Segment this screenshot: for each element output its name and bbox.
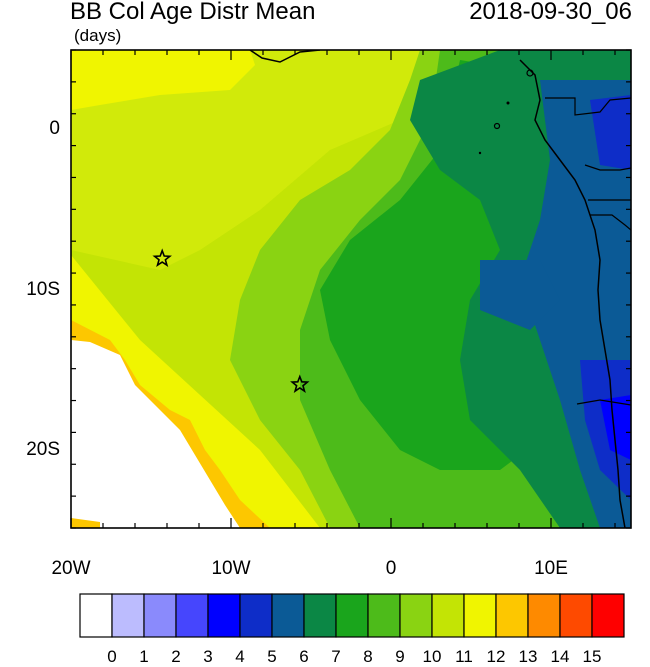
colorbar-label: 8 <box>363 647 373 666</box>
colorbar-swatch <box>111 593 145 638</box>
station-markers <box>152 248 310 393</box>
colorbar-swatch <box>239 593 273 638</box>
map-title: BB Col Age Distr Mean <box>70 0 316 25</box>
colorbar-label: 4 <box>235 647 245 666</box>
colorbar <box>79 593 625 638</box>
colorbar-swatch <box>303 593 337 638</box>
colorbar-label: 0 <box>107 647 117 666</box>
colorbar-label: 11 <box>455 647 473 666</box>
y-tick-label: 20S <box>26 439 60 460</box>
colorbar-label: 7 <box>331 647 341 666</box>
age-field <box>71 50 631 528</box>
colorbar-label: 12 <box>486 647 506 666</box>
colorbar-swatch <box>367 593 401 638</box>
y-tick-label: 10S <box>26 279 60 300</box>
map-date: 2018-09-30_06 <box>469 0 632 25</box>
units-label: (days) <box>74 26 122 45</box>
colorbar-label: 5 <box>267 647 277 666</box>
colorbar-swatch <box>79 593 113 638</box>
colorbar-label: 10 <box>422 647 442 666</box>
colorbar-swatch <box>175 593 209 638</box>
colorbar-label: 9 <box>395 647 405 666</box>
y-tick-label: 0 <box>49 118 60 139</box>
colorbar-label: 14 <box>550 647 570 666</box>
axis-ticks <box>70 49 631 529</box>
x-tick-label: 10W <box>211 558 251 579</box>
colorbar-label: 13 <box>518 647 538 666</box>
map-frame <box>70 49 632 529</box>
colorbar-swatch <box>207 593 241 638</box>
colorbar-label: 15 <box>582 647 602 666</box>
colorbar-swatch <box>271 593 305 638</box>
x-tick-label: 0 <box>385 558 397 579</box>
colorbar-swatch <box>495 593 529 638</box>
x-tick-label: 20W <box>51 558 91 579</box>
colorbar-label: 1 <box>139 647 149 666</box>
star-marker <box>152 248 172 268</box>
colorbar-label: 3 <box>203 647 213 666</box>
colorbar-swatch <box>143 593 177 638</box>
colorbar-label: 2 <box>171 647 181 666</box>
colorbar-swatch <box>463 593 497 638</box>
colorbar-label: 6 <box>299 647 309 666</box>
x-tick-label: 10E <box>534 558 568 579</box>
colorbar-swatch <box>431 593 465 638</box>
colorbar-swatch <box>399 593 433 638</box>
colorbar-swatch <box>527 593 561 638</box>
star-marker <box>290 374 310 393</box>
colorbar-swatch <box>335 593 369 638</box>
colorbar-swatch <box>559 593 593 638</box>
colorbar-swatch <box>591 593 625 638</box>
